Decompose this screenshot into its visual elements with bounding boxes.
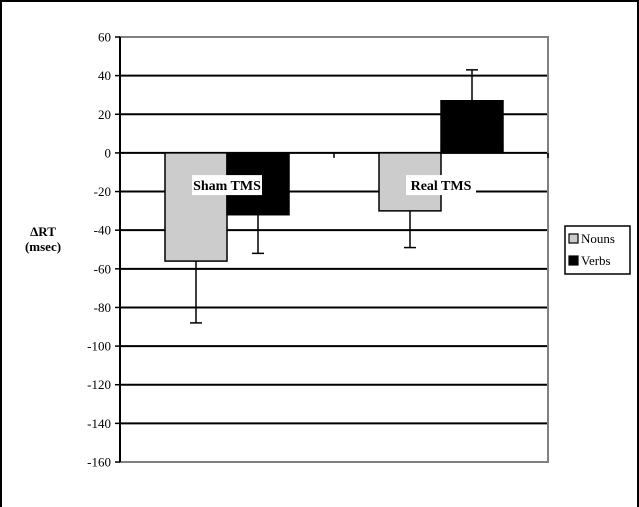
y-tick-label: -20 (94, 184, 111, 199)
y-tick-label: 40 (98, 68, 111, 83)
category-labels: Sham TMS Real TMS (192, 175, 476, 196)
y-axis-label: ΔRT(msec) (25, 224, 61, 254)
legend-swatch-verbs (568, 255, 579, 266)
category-label: Real TMS (411, 179, 472, 194)
y-tick-label: -100 (87, 339, 111, 354)
category-label-bg (406, 175, 476, 196)
y-axis-label-line: (msec) (25, 239, 61, 254)
y-axis-label-line: ΔRT (30, 224, 56, 239)
y-tick-label: -40 (94, 223, 111, 238)
legend: Nouns Verbs (564, 225, 631, 275)
y-tick-label: -160 (87, 455, 111, 470)
legend-label-verbs: Verbs (581, 253, 611, 268)
y-tick-label: -60 (94, 261, 111, 276)
bar-verbs-1 (440, 100, 504, 154)
category-label-bg (192, 175, 262, 196)
y-tick-label: -120 (87, 377, 111, 392)
y-axis: 60 40 20 0 -20 -40 -60 -80 -100 -120 -140 -160 (87, 30, 549, 470)
category-label: Sham TMS (193, 179, 261, 194)
error-bars (190, 69, 478, 324)
y-tick-label: -80 (94, 300, 111, 315)
y-tick-label: 20 (98, 107, 111, 122)
legend-swatch-nouns (568, 233, 579, 244)
y-tick-label: 0 (105, 145, 112, 160)
y-tick-label: -140 (87, 416, 111, 431)
legend-label-nouns: Nouns (581, 231, 615, 246)
y-tick-label: 60 (98, 30, 111, 45)
bar-nouns-0 (164, 152, 228, 262)
